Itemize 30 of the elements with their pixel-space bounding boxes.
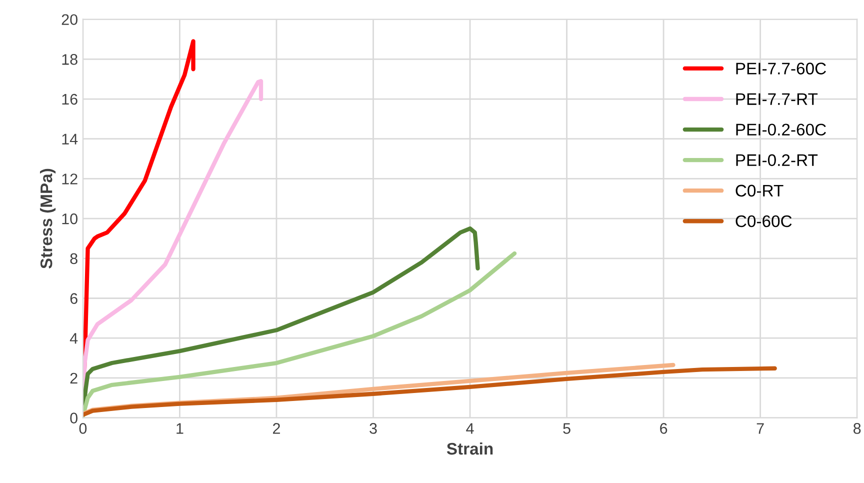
line-series [82,251,517,418]
y-tick-label: 16 [62,94,78,105]
x-tick-label: 0 [79,423,87,434]
y-tick-label: 10 [62,213,78,224]
legend-label: C0-60C [736,215,792,228]
x-tick-label: 4 [466,423,474,434]
y-tick-label: 14 [62,134,78,144]
x-tick-label: 7 [756,423,764,434]
x-tick-label: 1 [176,423,184,434]
legend-label: PEI-7.7-60C [736,62,826,74]
line-series [82,366,777,417]
x-tick-label: 3 [370,423,377,434]
x-tick-label: 8 [854,423,861,434]
x-tick-label: 6 [660,423,668,434]
y-tick-label: 8 [70,253,78,264]
x-tick-label: 2 [273,423,280,434]
y-tick-label: 18 [62,54,78,65]
y-tick-label: 4 [70,333,78,344]
y-axis-title: Stress (MPa) [40,168,56,269]
y-tick-label: 6 [70,293,78,304]
y-tick-label: 0 [70,412,78,424]
legend-label: PEI-7.7-RT [736,93,818,105]
y-tick-label: 20 [62,14,78,26]
y-tick-label: 12 [62,174,78,184]
y-tick-label: 2 [70,372,78,384]
legend-label: PEI-0.2-60C [736,124,826,136]
x-tick-label: 5 [563,423,570,434]
legend-label: PEI-0.2-RT [736,154,818,166]
x-axis-title: Strain [446,442,493,455]
legend-label: C0-RT [736,184,784,197]
